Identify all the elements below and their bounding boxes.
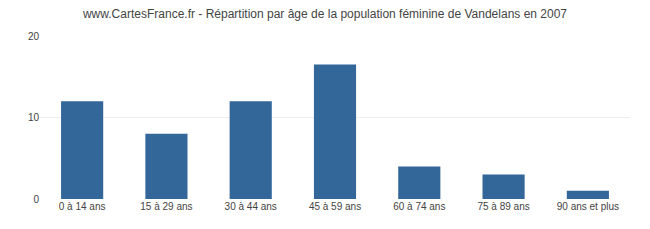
svg-text:75 à 89 ans: 75 à 89 ans xyxy=(477,201,529,212)
svg-text:10: 10 xyxy=(28,112,40,123)
svg-text:0: 0 xyxy=(33,194,39,205)
svg-text:60 à 74 ans: 60 à 74 ans xyxy=(393,201,445,212)
svg-text:15 à 29 ans: 15 à 29 ans xyxy=(140,201,192,212)
svg-text:www.CartesFrance.fr - Répartit: www.CartesFrance.fr - Répartition par âg… xyxy=(82,7,567,21)
svg-text:0 à 14 ans: 0 à 14 ans xyxy=(59,201,106,212)
svg-text:90 ans et plus: 90 ans et plus xyxy=(557,201,619,212)
svg-text:30 à 44 ans: 30 à 44 ans xyxy=(225,201,277,212)
svg-text:20: 20 xyxy=(28,31,40,42)
svg-text:45 à 59 ans: 45 à 59 ans xyxy=(309,201,361,212)
